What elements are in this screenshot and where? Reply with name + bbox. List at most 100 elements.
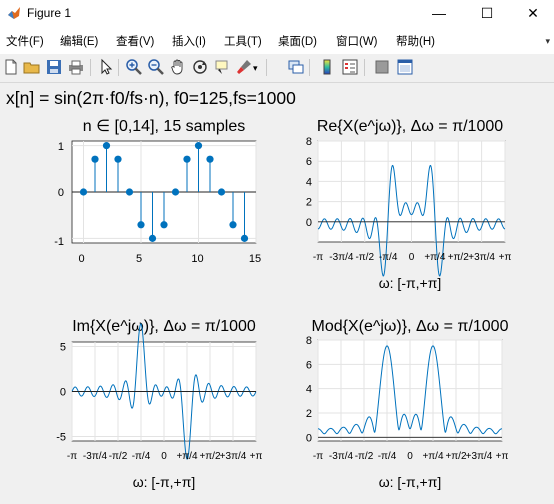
xaxis-label-real: ω: [-π,+π] [379,275,442,291]
xtick-label: -π/2 [355,451,374,462]
xtick-label: -π/2 [355,252,374,263]
ytick-label: 2 [306,197,312,209]
figure-svg: x[n] = sin(2π·f0/fs·n), f0=125,fs=1000 n… [6,88,512,490]
menu-help[interactable]: 帮助(H) [396,36,435,48]
axes-title-stem: n ∈ [0,14], 15 samples [83,118,245,135]
xtick-label: +π/2 [445,451,467,462]
hide-plot-tools-icon[interactable] [373,58,391,76]
stem-marker [91,155,99,163]
xtick-label: 10 [191,253,203,265]
ytick-label: 8 [306,335,312,347]
matlab-logo-icon [8,7,20,19]
new-figure-icon[interactable] [2,58,20,76]
stem-marker [137,221,145,229]
xtick-label: -3π/4 [83,451,108,462]
menu-tools[interactable]: 工具(T) [224,36,262,48]
axes-title-mod: Mod{X(e^jω)}, Δω = π/1000 [312,318,509,335]
toolbar-separator [90,59,91,76]
xtick-label: +π/4 [424,252,446,263]
stem-marker [102,142,111,150]
show-plot-tools-icon[interactable] [396,58,414,76]
menu-insert[interactable]: 插入(I) [172,36,206,48]
axes-title-real: Re{X(e^jω)}, Δω = π/1000 [317,118,503,135]
figure-toolbar: ▾ [0,54,554,83]
xtick-label: +3π/4 [220,451,247,462]
chevron-down-icon[interactable]: ▾ [545,36,550,46]
real-part-line [317,164,506,277]
xtick-label: 0 [407,451,413,462]
ytick-label: 0 [306,217,312,229]
menu-window[interactable]: 窗口(W) [336,36,378,48]
xaxis-label-imag: ω: [-π,+π] [133,474,196,490]
xtick-label: 0 [78,253,84,265]
modulus-line [317,345,503,435]
xtick-label: -3π/4 [329,252,354,263]
data-cursor-icon[interactable] [213,58,231,76]
figure-suptitle: x[n] = sin(2π·f0/fs·n), f0=125,fs=1000 [6,88,296,108]
xtick-label: +π/4 [176,451,198,462]
ytick-label: 0 [306,432,312,444]
ytick-label: -5 [56,432,66,444]
toolbar-separator [364,59,365,76]
insert-legend-icon[interactable] [341,58,359,76]
window-titlebar: Figure 1 — ☐ ✕ [0,0,554,26]
stem-marker [114,155,122,163]
xtick-label: +3π/4 [468,252,495,263]
xtick-label: 5 [136,253,142,265]
xtick-label: -π [313,252,323,263]
stem-marker [79,188,88,196]
zoom-in-icon[interactable] [125,58,143,76]
ytick-label: 6 [306,359,312,371]
chevron-down-icon[interactable]: ▾ [253,63,258,73]
xtick-label: -3π/4 [329,451,354,462]
figure-canvas: x[n] = sin(2π·f0/fs·n), f0=125,fs=1000 n… [0,83,554,499]
link-plot-icon[interactable] [287,58,305,76]
xtick-label: +π/2 [448,252,470,263]
edit-plot-icon[interactable] [97,58,115,76]
menu-view[interactable]: 查看(V) [116,36,155,48]
ytick-label: 4 [306,384,312,396]
pan-icon[interactable] [169,58,187,76]
ytick-label: 4 [306,176,312,188]
ytick-label: 5 [60,342,66,354]
menu-file[interactable]: 文件(F) [6,36,44,48]
stem-marker [148,234,157,242]
xtick-label: -π/4 [132,451,151,462]
insert-colorbar-icon[interactable] [318,58,336,76]
zoom-out-icon[interactable] [147,58,165,76]
open-file-icon[interactable] [23,58,41,76]
xtick-label: -π/4 [378,451,397,462]
xtick-label: +π [250,451,263,462]
xtick-label: +3π/4 [466,451,493,462]
minimize-button[interactable]: — [432,5,446,21]
maximize-button[interactable]: ☐ [480,5,494,21]
xtick-label: +π [499,252,512,263]
xtick-label: 0 [161,451,167,462]
stem-marker [206,155,214,163]
ytick-label: 1 [58,141,64,153]
xtick-label: -π/4 [379,252,398,263]
close-button[interactable]: ✕ [527,5,539,21]
brush-icon[interactable] [235,58,253,76]
xaxis-label-mod: ω: [-π,+π] [379,474,442,490]
axes-stem[interactable]: n ∈ [0,14], 15 samples 1 0 -1 0 5 10 15 [54,118,261,265]
rotate-3d-icon[interactable] [191,58,209,76]
toolbar-separator [118,59,119,76]
menu-edit[interactable]: 编辑(E) [60,36,99,48]
window-title: Figure 1 [27,6,72,20]
axes-imag-part[interactable]: Im{X(e^jω)}, Δω = π/1000 -5 0 5 -π -3π/4 -π/2… [56,318,262,490]
stem-marker [160,221,168,229]
xtick-label: +π/2 [199,451,221,462]
xtick-label: 15 [249,253,261,265]
menu-desktop[interactable]: 桌面(D) [278,36,317,48]
print-icon[interactable] [67,58,85,76]
xtick-label: -π [313,451,323,462]
ytick-label: 2 [306,408,312,420]
stem-marker [217,188,226,196]
stem-marker [194,142,203,150]
save-icon[interactable] [45,58,63,76]
stem-marker [125,188,134,196]
ytick-label: 0 [58,187,64,199]
